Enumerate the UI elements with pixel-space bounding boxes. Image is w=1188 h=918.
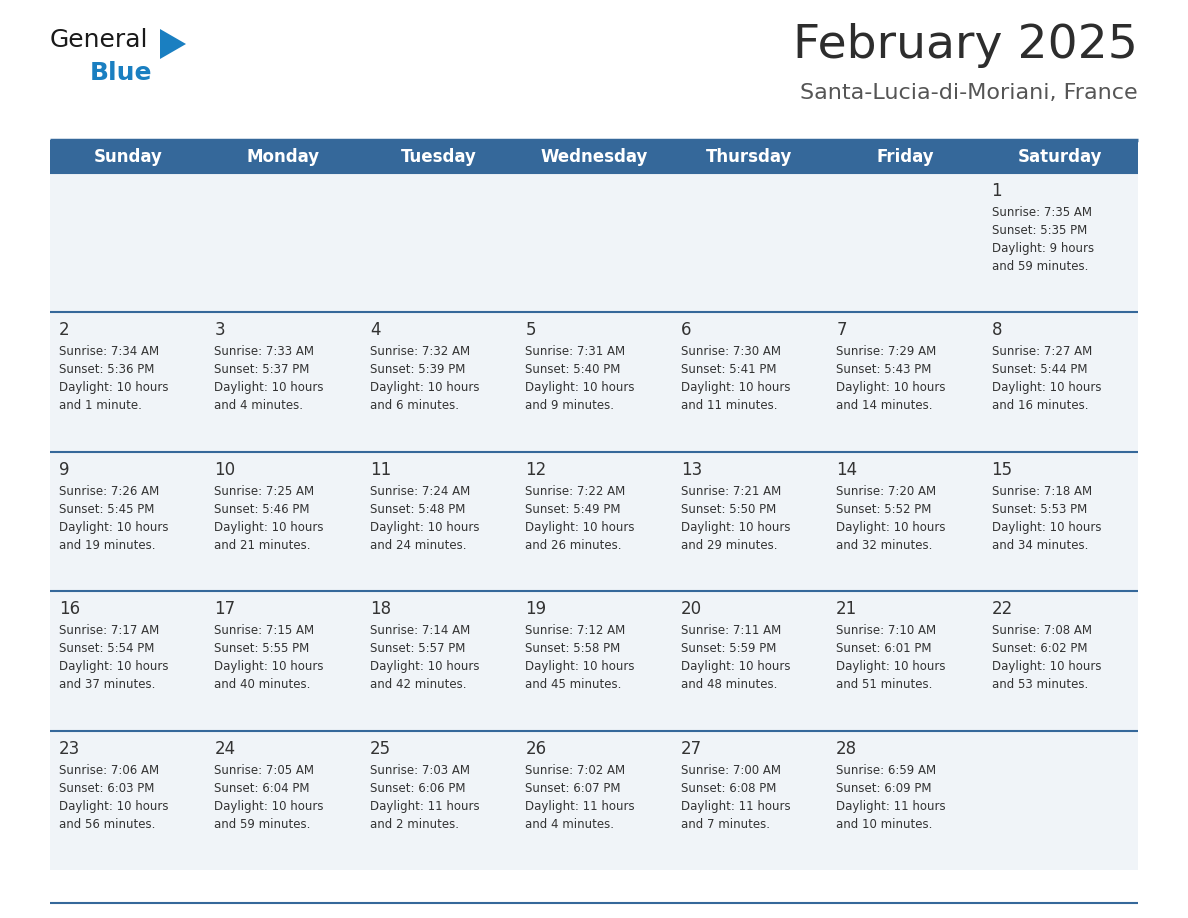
Text: Monday: Monday [247, 148, 320, 165]
Text: Sunrise: 7:34 AM
Sunset: 5:36 PM
Daylight: 10 hours
and 1 minute.: Sunrise: 7:34 AM Sunset: 5:36 PM Dayligh… [59, 345, 169, 412]
Text: 13: 13 [681, 461, 702, 479]
Text: 7: 7 [836, 321, 847, 340]
Polygon shape [160, 29, 187, 59]
Text: Sunrise: 7:18 AM
Sunset: 5:53 PM
Daylight: 10 hours
and 34 minutes.: Sunrise: 7:18 AM Sunset: 5:53 PM Dayligh… [992, 485, 1101, 552]
Text: 4: 4 [369, 321, 380, 340]
Text: Saturday: Saturday [1018, 148, 1102, 165]
Text: Sunrise: 7:14 AM
Sunset: 5:57 PM
Daylight: 10 hours
and 42 minutes.: Sunrise: 7:14 AM Sunset: 5:57 PM Dayligh… [369, 624, 479, 691]
Text: 28: 28 [836, 740, 858, 757]
Text: 20: 20 [681, 600, 702, 618]
Text: General: General [50, 28, 148, 52]
Text: Sunrise: 7:10 AM
Sunset: 6:01 PM
Daylight: 10 hours
and 51 minutes.: Sunrise: 7:10 AM Sunset: 6:01 PM Dayligh… [836, 624, 946, 691]
Text: 11: 11 [369, 461, 391, 479]
Text: Sunrise: 7:15 AM
Sunset: 5:55 PM
Daylight: 10 hours
and 40 minutes.: Sunrise: 7:15 AM Sunset: 5:55 PM Dayligh… [214, 624, 324, 691]
Text: Sunrise: 7:05 AM
Sunset: 6:04 PM
Daylight: 10 hours
and 59 minutes.: Sunrise: 7:05 AM Sunset: 6:04 PM Dayligh… [214, 764, 324, 831]
Text: Sunrise: 7:02 AM
Sunset: 6:07 PM
Daylight: 11 hours
and 4 minutes.: Sunrise: 7:02 AM Sunset: 6:07 PM Dayligh… [525, 764, 634, 831]
Text: Sunrise: 7:31 AM
Sunset: 5:40 PM
Daylight: 10 hours
and 9 minutes.: Sunrise: 7:31 AM Sunset: 5:40 PM Dayligh… [525, 345, 634, 412]
Text: Sunrise: 7:22 AM
Sunset: 5:49 PM
Daylight: 10 hours
and 26 minutes.: Sunrise: 7:22 AM Sunset: 5:49 PM Dayligh… [525, 485, 634, 552]
Text: 1: 1 [992, 182, 1003, 200]
Text: Sunrise: 7:11 AM
Sunset: 5:59 PM
Daylight: 10 hours
and 48 minutes.: Sunrise: 7:11 AM Sunset: 5:59 PM Dayligh… [681, 624, 790, 691]
Text: Sunrise: 7:25 AM
Sunset: 5:46 PM
Daylight: 10 hours
and 21 minutes.: Sunrise: 7:25 AM Sunset: 5:46 PM Dayligh… [214, 485, 324, 552]
Text: 24: 24 [214, 740, 235, 757]
Text: Sunrise: 7:08 AM
Sunset: 6:02 PM
Daylight: 10 hours
and 53 minutes.: Sunrise: 7:08 AM Sunset: 6:02 PM Dayligh… [992, 624, 1101, 691]
Text: 12: 12 [525, 461, 546, 479]
Text: 6: 6 [681, 321, 691, 340]
Bar [50, 452, 1138, 591]
Text: Sunrise: 7:33 AM
Sunset: 5:37 PM
Daylight: 10 hours
and 4 minutes.: Sunrise: 7:33 AM Sunset: 5:37 PM Dayligh… [214, 345, 324, 412]
Text: February 2025: February 2025 [794, 23, 1138, 68]
Text: Sunday: Sunday [94, 148, 162, 165]
Text: 17: 17 [214, 600, 235, 618]
Text: Tuesday: Tuesday [400, 148, 476, 165]
Text: 25: 25 [369, 740, 391, 757]
Text: 26: 26 [525, 740, 546, 757]
Text: 16: 16 [59, 600, 80, 618]
Text: Sunrise: 7:00 AM
Sunset: 6:08 PM
Daylight: 11 hours
and 7 minutes.: Sunrise: 7:00 AM Sunset: 6:08 PM Dayligh… [681, 764, 790, 831]
Bar [50, 140, 1138, 173]
Text: 9: 9 [59, 461, 70, 479]
Text: Santa-Lucia-di-Moriani, France: Santa-Lucia-di-Moriani, France [801, 83, 1138, 103]
Text: Sunrise: 7:29 AM
Sunset: 5:43 PM
Daylight: 10 hours
and 14 minutes.: Sunrise: 7:29 AM Sunset: 5:43 PM Dayligh… [836, 345, 946, 412]
Text: Sunrise: 6:59 AM
Sunset: 6:09 PM
Daylight: 11 hours
and 10 minutes.: Sunrise: 6:59 AM Sunset: 6:09 PM Dayligh… [836, 764, 946, 831]
Text: Sunrise: 7:24 AM
Sunset: 5:48 PM
Daylight: 10 hours
and 24 minutes.: Sunrise: 7:24 AM Sunset: 5:48 PM Dayligh… [369, 485, 479, 552]
Text: 5: 5 [525, 321, 536, 340]
Text: Sunrise: 7:35 AM
Sunset: 5:35 PM
Daylight: 9 hours
and 59 minutes.: Sunrise: 7:35 AM Sunset: 5:35 PM Dayligh… [992, 206, 1094, 273]
Text: Blue: Blue [90, 61, 152, 85]
Text: 15: 15 [992, 461, 1012, 479]
Text: 10: 10 [214, 461, 235, 479]
Text: 27: 27 [681, 740, 702, 757]
Text: 21: 21 [836, 600, 858, 618]
Text: Sunrise: 7:32 AM
Sunset: 5:39 PM
Daylight: 10 hours
and 6 minutes.: Sunrise: 7:32 AM Sunset: 5:39 PM Dayligh… [369, 345, 479, 412]
Text: Sunrise: 7:21 AM
Sunset: 5:50 PM
Daylight: 10 hours
and 29 minutes.: Sunrise: 7:21 AM Sunset: 5:50 PM Dayligh… [681, 485, 790, 552]
Text: Sunrise: 7:30 AM
Sunset: 5:41 PM
Daylight: 10 hours
and 11 minutes.: Sunrise: 7:30 AM Sunset: 5:41 PM Dayligh… [681, 345, 790, 412]
Text: Sunrise: 7:06 AM
Sunset: 6:03 PM
Daylight: 10 hours
and 56 minutes.: Sunrise: 7:06 AM Sunset: 6:03 PM Dayligh… [59, 764, 169, 831]
Bar [50, 173, 1138, 312]
Text: 19: 19 [525, 600, 546, 618]
Text: Sunrise: 7:12 AM
Sunset: 5:58 PM
Daylight: 10 hours
and 45 minutes.: Sunrise: 7:12 AM Sunset: 5:58 PM Dayligh… [525, 624, 634, 691]
Text: Sunrise: 7:17 AM
Sunset: 5:54 PM
Daylight: 10 hours
and 37 minutes.: Sunrise: 7:17 AM Sunset: 5:54 PM Dayligh… [59, 624, 169, 691]
Bar [50, 731, 1138, 870]
Text: Friday: Friday [876, 148, 934, 165]
Bar [50, 591, 1138, 731]
Text: 18: 18 [369, 600, 391, 618]
Text: 2: 2 [59, 321, 70, 340]
Text: Thursday: Thursday [706, 148, 792, 165]
Text: Sunrise: 7:20 AM
Sunset: 5:52 PM
Daylight: 10 hours
and 32 minutes.: Sunrise: 7:20 AM Sunset: 5:52 PM Dayligh… [836, 485, 946, 552]
Text: Sunrise: 7:26 AM
Sunset: 5:45 PM
Daylight: 10 hours
and 19 minutes.: Sunrise: 7:26 AM Sunset: 5:45 PM Dayligh… [59, 485, 169, 552]
Text: 3: 3 [214, 321, 225, 340]
Text: 23: 23 [59, 740, 81, 757]
Text: Wednesday: Wednesday [541, 148, 647, 165]
Bar [50, 312, 1138, 452]
Text: Sunrise: 7:27 AM
Sunset: 5:44 PM
Daylight: 10 hours
and 16 minutes.: Sunrise: 7:27 AM Sunset: 5:44 PM Dayligh… [992, 345, 1101, 412]
Text: 22: 22 [992, 600, 1013, 618]
Text: 8: 8 [992, 321, 1001, 340]
Text: 14: 14 [836, 461, 858, 479]
Text: Sunrise: 7:03 AM
Sunset: 6:06 PM
Daylight: 11 hours
and 2 minutes.: Sunrise: 7:03 AM Sunset: 6:06 PM Dayligh… [369, 764, 480, 831]
